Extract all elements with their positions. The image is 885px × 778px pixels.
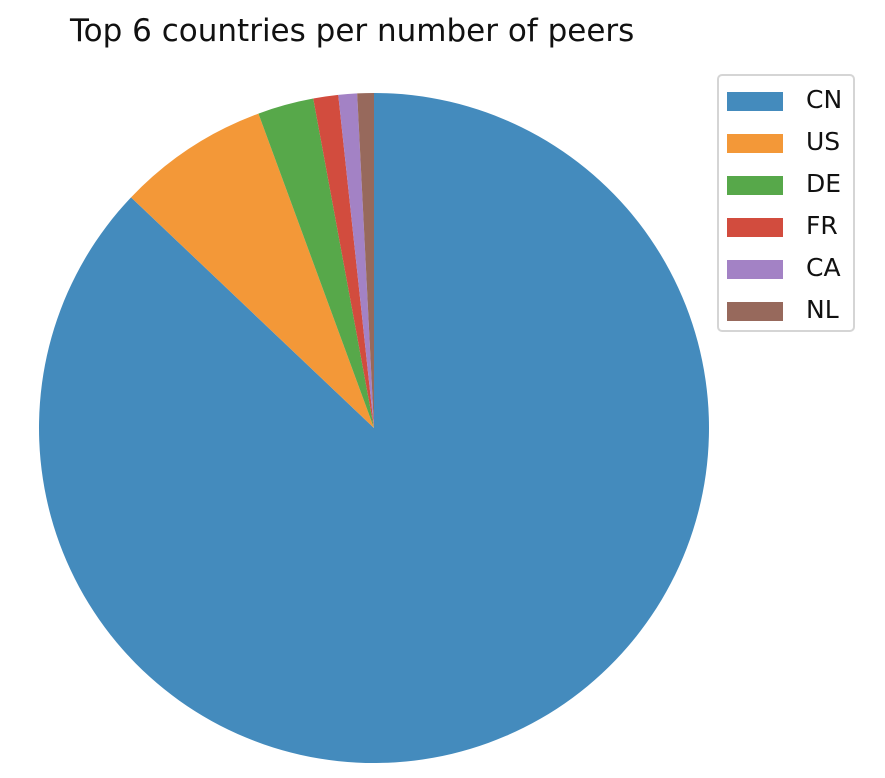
legend-label: CA bbox=[806, 253, 841, 282]
legend-item-de: DE bbox=[719, 162, 853, 204]
legend-item-ca: CA bbox=[719, 246, 853, 288]
legend-swatch bbox=[727, 92, 783, 111]
legend-label: DE bbox=[806, 169, 842, 198]
legend-label: US bbox=[806, 127, 841, 156]
legend-item-fr: FR bbox=[719, 204, 853, 246]
legend-label: NL bbox=[806, 295, 839, 324]
pie-slice-ca bbox=[338, 93, 374, 429]
legend-swatch bbox=[727, 218, 783, 237]
pie-slice-us bbox=[131, 113, 374, 428]
legend-item-us: US bbox=[719, 120, 853, 162]
legend-label: FR bbox=[806, 211, 838, 240]
pie-slice-fr bbox=[313, 94, 374, 428]
legend-swatch bbox=[727, 176, 783, 195]
pie-slice-de bbox=[258, 98, 374, 428]
legend: CN US DE FR CA NL bbox=[717, 74, 855, 332]
legend-item-nl: NL bbox=[719, 288, 853, 330]
legend-label: CN bbox=[806, 85, 843, 114]
legend-item-cn: CN bbox=[719, 78, 853, 120]
chart-title: Top 6 countries per number of peers bbox=[70, 13, 635, 49]
pie-slice-nl bbox=[357, 93, 374, 428]
legend-swatch bbox=[727, 302, 783, 321]
legend-swatch bbox=[727, 134, 783, 153]
legend-swatch bbox=[727, 260, 783, 279]
